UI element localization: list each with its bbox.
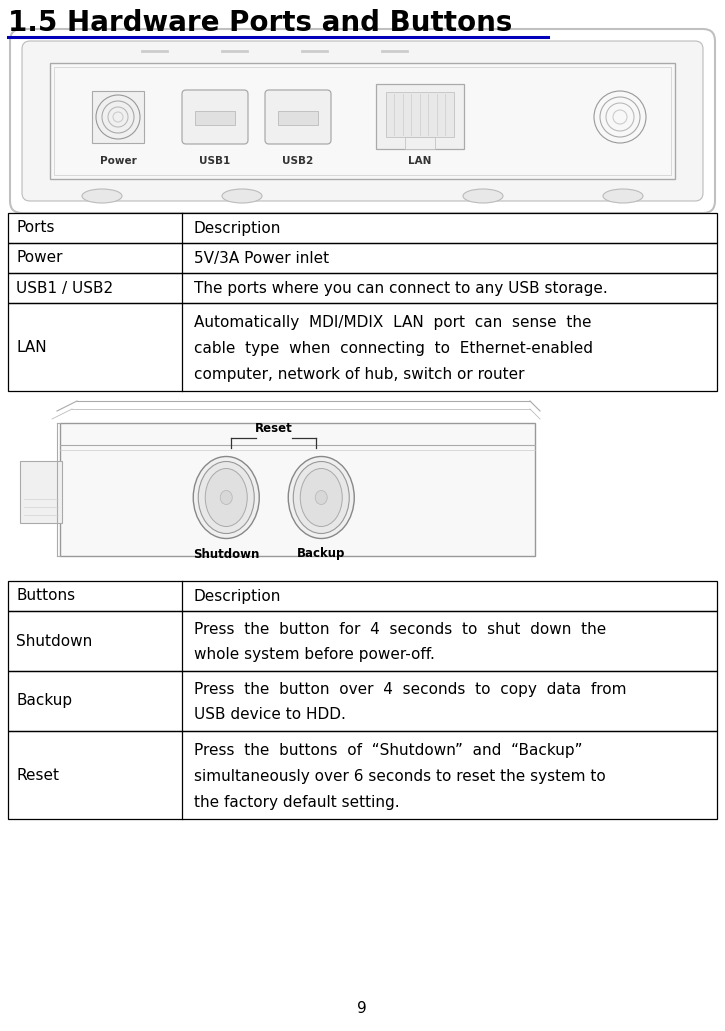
Text: Press  the  button  for  4  seconds  to  shut  down  the: Press the button for 4 seconds to shut d… xyxy=(194,623,606,637)
Text: simultaneously over 6 seconds to reset the system to: simultaneously over 6 seconds to reset t… xyxy=(194,769,605,784)
Ellipse shape xyxy=(293,462,349,533)
Text: Power: Power xyxy=(99,156,136,166)
Text: the factory default setting.: the factory default setting. xyxy=(194,795,399,809)
Text: 9: 9 xyxy=(357,1001,367,1016)
Text: Power: Power xyxy=(16,251,62,266)
Text: Reset: Reset xyxy=(16,767,59,783)
Text: 5V/3A Power inlet: 5V/3A Power inlet xyxy=(194,251,329,266)
Bar xyxy=(8,671,717,731)
Text: LAN: LAN xyxy=(408,156,431,166)
Ellipse shape xyxy=(222,189,262,203)
Text: Press  the  button  over  4  seconds  to  copy  data  from: Press the button over 4 seconds to copy … xyxy=(194,683,626,697)
Ellipse shape xyxy=(300,468,342,527)
Bar xyxy=(376,84,464,149)
Text: computer, network of hub, switch or router: computer, network of hub, switch or rout… xyxy=(194,367,524,381)
Bar xyxy=(8,581,717,611)
Ellipse shape xyxy=(603,189,643,203)
Bar xyxy=(8,243,717,273)
Text: Description: Description xyxy=(194,221,281,235)
Ellipse shape xyxy=(194,457,260,538)
Bar xyxy=(60,423,535,556)
Ellipse shape xyxy=(205,468,247,527)
Bar xyxy=(20,461,62,523)
Text: whole system before power-off.: whole system before power-off. xyxy=(194,647,434,662)
FancyBboxPatch shape xyxy=(10,29,715,213)
FancyBboxPatch shape xyxy=(22,41,703,201)
Text: Backup: Backup xyxy=(16,694,72,708)
FancyBboxPatch shape xyxy=(265,90,331,144)
Text: Buttons: Buttons xyxy=(16,589,75,603)
Text: USB1 / USB2: USB1 / USB2 xyxy=(16,280,113,296)
Text: USB2: USB2 xyxy=(282,156,314,166)
Text: 1.5 Hardware Ports and Buttons: 1.5 Hardware Ports and Buttons xyxy=(8,9,513,37)
Bar xyxy=(405,137,435,149)
Ellipse shape xyxy=(220,491,232,504)
Bar xyxy=(92,91,144,143)
Bar xyxy=(8,213,717,243)
Bar xyxy=(8,303,717,391)
Text: USB device to HDD.: USB device to HDD. xyxy=(194,707,346,723)
Text: Shutdown: Shutdown xyxy=(193,547,260,561)
Bar xyxy=(195,111,235,125)
Text: LAN: LAN xyxy=(16,339,46,355)
Bar xyxy=(278,111,318,125)
Ellipse shape xyxy=(463,189,503,203)
Text: Reset: Reset xyxy=(255,422,293,434)
Ellipse shape xyxy=(315,491,327,504)
Text: Press  the  buttons  of  “Shutdown”  and  “Backup”: Press the buttons of “Shutdown” and “Bac… xyxy=(194,743,582,758)
Text: Shutdown: Shutdown xyxy=(16,633,92,648)
Ellipse shape xyxy=(82,189,122,203)
Ellipse shape xyxy=(289,457,355,538)
Text: Ports: Ports xyxy=(16,221,54,235)
Text: Description: Description xyxy=(194,589,281,603)
Bar xyxy=(386,92,454,137)
Text: Backup: Backup xyxy=(297,547,345,561)
Ellipse shape xyxy=(198,462,254,533)
Text: Automatically  MDI/MDIX  LAN  port  can  sense  the: Automatically MDI/MDIX LAN port can sens… xyxy=(194,314,591,330)
Bar xyxy=(54,67,671,175)
Text: USB1: USB1 xyxy=(199,156,231,166)
Bar xyxy=(8,611,717,671)
FancyBboxPatch shape xyxy=(182,90,248,144)
Bar xyxy=(8,273,717,303)
Text: The ports where you can connect to any USB storage.: The ports where you can connect to any U… xyxy=(194,280,608,296)
Bar xyxy=(8,731,717,819)
Text: cable  type  when  connecting  to  Ethernet-enabled: cable type when connecting to Ethernet-e… xyxy=(194,341,593,356)
Bar xyxy=(50,63,675,179)
